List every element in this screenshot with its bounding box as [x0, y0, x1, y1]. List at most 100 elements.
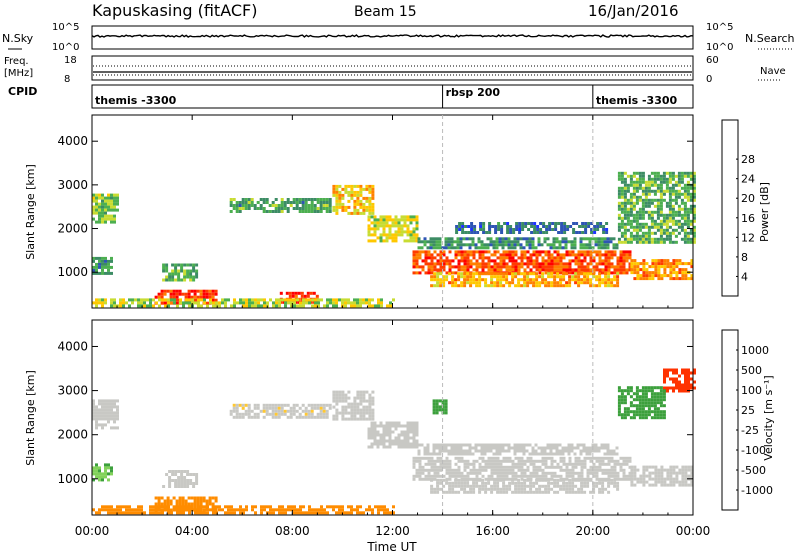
- heatmap-cell: [227, 298, 230, 302]
- heatmap-cell: [613, 265, 617, 269]
- heatmap-cell: [165, 275, 169, 279]
- heatmap-cell: [580, 490, 584, 494]
- heatmap-cell: [368, 408, 372, 412]
- heatmap-cell: [367, 430, 371, 434]
- heatmap-cell: [484, 281, 488, 285]
- heatmap-cell: [469, 468, 473, 472]
- heatmap-cell: [586, 478, 590, 482]
- heatmap-cell: [482, 222, 486, 225]
- heatmap-cell: [341, 414, 345, 418]
- heatmap-cell: [448, 250, 452, 254]
- heatmap-cell: [583, 275, 587, 279]
- heatmap-cell: [641, 222, 645, 226]
- heatmap-cell: [499, 462, 503, 466]
- heatmap-cell: [689, 219, 693, 223]
- heatmap-cell: [328, 204, 332, 207]
- heatmap-cell: [92, 417, 95, 421]
- heatmap-cell: [281, 511, 284, 515]
- heatmap-cell: [520, 477, 524, 481]
- heatmap-cell: [607, 275, 611, 279]
- heatmap-cell: [432, 411, 436, 415]
- heatmap-cell: [466, 272, 470, 276]
- heatmap-cell: [681, 471, 685, 475]
- heatmap-cell: [481, 256, 485, 260]
- heatmap-cell: [445, 478, 449, 482]
- heatmap-cell: [457, 253, 461, 257]
- heatmap-cell: [338, 205, 342, 209]
- heatmap-cell: [212, 505, 215, 509]
- heatmap-cell: [577, 462, 581, 466]
- y-tick-label: 4000: [57, 134, 88, 148]
- heatmap-cell: [550, 265, 554, 269]
- heatmap-cell: [523, 253, 527, 257]
- heatmap-cell: [659, 219, 663, 223]
- nsky-label: N.Sky: [2, 32, 34, 45]
- heatmap-cell: [344, 301, 347, 305]
- heatmap-cell: [315, 294, 319, 298]
- heatmap-cell: [186, 482, 190, 485]
- heatmap-cell: [514, 456, 518, 460]
- heatmap-cell: [671, 174, 675, 178]
- heatmap-cell: [553, 259, 557, 263]
- heatmap-cell: [581, 225, 585, 228]
- heatmap-cell: [663, 371, 666, 375]
- heatmap-cell: [571, 462, 575, 466]
- heatmap-cell: [651, 477, 655, 481]
- heatmap-cell: [629, 192, 633, 196]
- heatmap-cell: [571, 478, 575, 482]
- heatmap-cell: [505, 275, 509, 279]
- heatmap-cell: [508, 281, 512, 285]
- heatmap-cell: [107, 463, 110, 467]
- heatmap-cell: [693, 371, 696, 375]
- heatmap-cell: [647, 183, 651, 187]
- heatmap-cell: [359, 205, 363, 209]
- heatmap-cell: [638, 240, 642, 244]
- heatmap-cell: [439, 256, 443, 260]
- heatmap-cell: [262, 210, 266, 213]
- heatmap-cell: [547, 281, 551, 285]
- heatmap-cell: [116, 399, 119, 403]
- heatmap-cell: [576, 443, 580, 447]
- heatmap-cell: [412, 259, 416, 263]
- heatmap-cell: [612, 452, 616, 456]
- heatmap-cell: [518, 231, 522, 234]
- heatmap-cell: [371, 402, 375, 406]
- heatmap-cell: [199, 292, 203, 296]
- heatmap-cell: [167, 508, 170, 512]
- heatmap-cell: [271, 406, 275, 410]
- heatmap-cell: [674, 219, 678, 223]
- axes: 00:00 04:00 08:00 12:00 16:00 20:00 00:0010001…: [57, 115, 710, 538]
- heatmap-cell: [468, 246, 472, 250]
- heatmap-cell: [680, 225, 684, 229]
- heatmap-cell: [553, 268, 557, 272]
- heatmap-cell: [481, 487, 485, 491]
- heatmap-cell: [215, 505, 218, 509]
- heatmap-cell: [274, 409, 278, 413]
- heatmap-cell: [577, 262, 581, 266]
- heatmap-cell: [588, 237, 592, 241]
- heatmap-cell: [391, 239, 395, 243]
- heatmap-cell: [445, 468, 449, 472]
- heatmap-cell: [511, 459, 515, 463]
- heatmap-cell: [192, 263, 196, 267]
- heatmap-cell: [365, 390, 369, 394]
- heatmap-cell: [326, 505, 329, 509]
- heatmap-cell: [490, 275, 494, 279]
- heatmap-cell: [577, 490, 581, 494]
- heatmap-cell: [543, 452, 547, 456]
- heatmap-cell: [492, 246, 496, 250]
- heatmap-cell: [543, 446, 547, 450]
- heatmap-cell: [502, 262, 506, 266]
- heatmap-cell: [530, 222, 534, 225]
- heatmap-cell: [499, 259, 503, 263]
- heatmap-cell: [492, 446, 496, 450]
- heatmap-cell: [193, 295, 197, 299]
- heatmap-cell: [587, 225, 591, 228]
- heatmap-cell: [601, 459, 605, 463]
- heatmap-cell: [547, 465, 551, 469]
- heatmap-cell: [310, 412, 314, 416]
- heatmap-cell: [332, 390, 336, 394]
- heatmap-cell: [678, 468, 682, 472]
- heatmap-cell: [245, 304, 248, 308]
- heatmap-cell: [464, 225, 468, 228]
